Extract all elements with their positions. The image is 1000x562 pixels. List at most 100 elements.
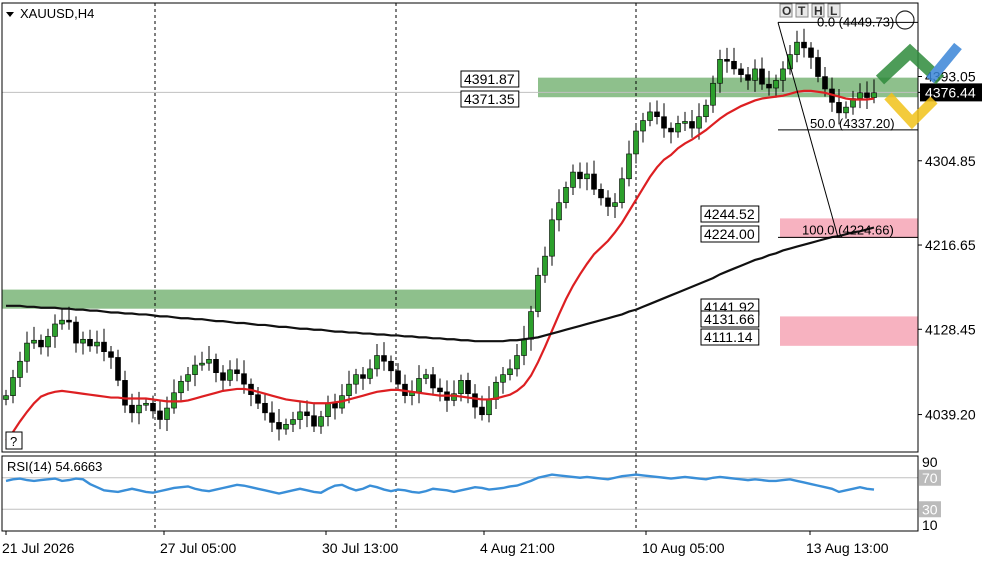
candle bbox=[675, 123, 681, 133]
candle bbox=[521, 338, 527, 356]
rsi-level-badge bbox=[919, 501, 941, 518]
candle bbox=[353, 374, 359, 385]
candle bbox=[619, 178, 625, 203]
candle bbox=[276, 422, 282, 430]
candle bbox=[682, 121, 688, 124]
candle bbox=[458, 380, 464, 395]
candle bbox=[857, 92, 863, 99]
candle bbox=[479, 406, 485, 416]
y-tick-label: 4216.65 bbox=[925, 237, 976, 253]
main-plot bbox=[3, 21, 918, 442]
candle bbox=[395, 370, 401, 385]
candle bbox=[843, 106, 849, 114]
candle bbox=[101, 341, 107, 352]
symbol-label: XAUUSD,H4 bbox=[20, 6, 94, 21]
candle bbox=[290, 419, 296, 425]
candle bbox=[822, 76, 828, 90]
candle bbox=[318, 416, 324, 427]
candle bbox=[437, 387, 443, 393]
candle bbox=[731, 60, 737, 70]
candle bbox=[486, 399, 492, 416]
candle bbox=[612, 202, 618, 207]
candle bbox=[689, 121, 695, 129]
x-tick-label: 13 Aug 13:00 bbox=[806, 540, 889, 556]
zone-label-4244: 4244.52 bbox=[704, 206, 755, 222]
candle bbox=[591, 173, 597, 190]
candle bbox=[143, 402, 149, 406]
zone-label-4244-box bbox=[700, 205, 760, 223]
candle bbox=[38, 339, 44, 348]
fib-tag-box[interactable] bbox=[811, 3, 825, 18]
candle bbox=[815, 57, 821, 77]
candle bbox=[241, 373, 247, 385]
candle bbox=[745, 74, 751, 81]
labels-layer: 0.0 (4449.73) 50.0 (4337.20) 100.0 (4224.6… bbox=[460, 3, 962, 346]
zone-label-4224-box bbox=[700, 225, 760, 243]
fib-tag-box[interactable] bbox=[827, 3, 841, 18]
candle bbox=[388, 360, 394, 372]
zone-label-4391-box bbox=[460, 70, 520, 88]
candle bbox=[192, 364, 198, 375]
candle bbox=[724, 59, 730, 62]
symbol-header[interactable]: XAUUSD,H4 bbox=[6, 6, 94, 21]
x-tick-label: 4 Aug 21:00 bbox=[480, 540, 555, 556]
candle bbox=[766, 83, 772, 89]
candle bbox=[234, 369, 240, 374]
fib-trend-line bbox=[777, 22, 839, 238]
zone-label-4131: 4131.66 bbox=[704, 311, 755, 327]
zone-label-4391: 4391.87 bbox=[464, 71, 515, 87]
fib-label-50: 50.0 (4337.20) bbox=[810, 116, 895, 131]
candle bbox=[640, 120, 646, 132]
candle bbox=[773, 80, 779, 89]
rsi-level-label: 30 bbox=[922, 501, 938, 517]
candle bbox=[367, 368, 373, 379]
zone-2 bbox=[780, 218, 918, 239]
rsi-level-label: 70 bbox=[922, 470, 938, 486]
y-tick-label: 4039.20 bbox=[925, 407, 976, 423]
candle bbox=[710, 82, 716, 106]
candle bbox=[703, 104, 709, 117]
candle bbox=[24, 342, 30, 362]
dropdown-triangle-icon[interactable] bbox=[6, 12, 14, 17]
candle bbox=[3, 395, 9, 400]
help-button[interactable]: ? bbox=[5, 431, 23, 450]
candle bbox=[570, 171, 576, 188]
rsi-level-label: 90 bbox=[922, 454, 938, 470]
x-tick-label: 30 Jul 13:00 bbox=[322, 540, 398, 556]
candle bbox=[416, 378, 422, 393]
candle bbox=[787, 54, 793, 70]
candle bbox=[864, 92, 870, 98]
candle bbox=[269, 412, 275, 423]
grid-layer bbox=[2, 3, 918, 531]
candle bbox=[185, 374, 191, 382]
candle bbox=[108, 351, 114, 358]
candle bbox=[472, 393, 478, 408]
candle bbox=[430, 374, 436, 389]
candle bbox=[31, 339, 37, 344]
candle bbox=[227, 369, 233, 381]
moving-average-1 bbox=[6, 226, 875, 343]
candle bbox=[780, 68, 786, 81]
candle bbox=[794, 41, 800, 55]
candle bbox=[59, 319, 65, 325]
candle bbox=[304, 411, 310, 416]
candle bbox=[220, 372, 226, 381]
zone-label-4371-box bbox=[460, 90, 520, 108]
candle bbox=[500, 374, 506, 383]
fib-tag-box[interactable] bbox=[779, 3, 793, 18]
candle bbox=[752, 68, 758, 81]
fib-tag-box[interactable] bbox=[795, 3, 809, 18]
candle bbox=[493, 381, 499, 400]
candle bbox=[136, 404, 142, 414]
moving-average-0 bbox=[5, 89, 875, 442]
candle bbox=[87, 338, 93, 347]
x-tick-label: 10 Aug 05:00 bbox=[642, 540, 725, 556]
candle bbox=[759, 68, 765, 85]
candle bbox=[80, 338, 86, 344]
candle bbox=[584, 173, 590, 180]
candle bbox=[535, 274, 541, 312]
candle bbox=[528, 311, 534, 340]
main-plot-frame bbox=[1, 2, 919, 453]
x-tick-label: 27 Jul 05:00 bbox=[160, 540, 236, 556]
candle bbox=[549, 219, 555, 257]
